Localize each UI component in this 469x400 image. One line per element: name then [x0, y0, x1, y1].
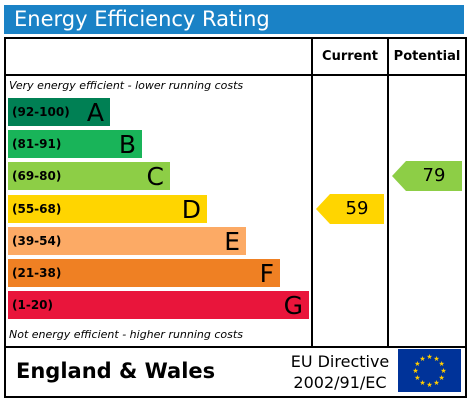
band-letter: F [259, 259, 274, 288]
eu-flag-star: ★ [438, 360, 444, 368]
potential-column-header: Potential [393, 49, 461, 64]
eu-flag-star: ★ [419, 379, 425, 387]
band-range-label: (92-100) [12, 105, 70, 119]
eu-flag-star: ★ [414, 374, 420, 382]
current-column-divider [311, 37, 313, 348]
header-divider [4, 74, 467, 76]
eu-flag-icon: ★ ★★★★★★★★★★★ [398, 349, 461, 392]
band-g: (1-20) G [8, 291, 309, 320]
eu-flag-star: ★ [414, 360, 420, 368]
band-f: (21-38) F [8, 259, 280, 288]
band-letter: B [118, 130, 136, 159]
eu-flag-star: ★ [419, 355, 425, 363]
eu-flag-star: ★ [440, 367, 446, 375]
top-note: Very energy efficient - lower running co… [9, 79, 244, 92]
band-range-label: (39-54) [12, 234, 62, 248]
band-a: (92-100) A [8, 98, 110, 127]
title-bar: Energy Efficiency Rating [4, 5, 464, 34]
current-rating-arrow-tip [316, 194, 330, 224]
eu-flag-background [398, 349, 461, 392]
band-d: (55-68) D [8, 195, 207, 224]
eu-flag-star: ★ [426, 381, 432, 389]
eu-flag-star: ★ [433, 355, 439, 363]
band-range-label: (21-38) [12, 266, 62, 280]
eu-directive-line1: EU Directive [290, 352, 390, 371]
band-range-label: (81-91) [12, 137, 62, 151]
region-label: England & Wales [16, 359, 216, 383]
potential-rating-value: 79 [406, 161, 462, 191]
band-letter: E [224, 227, 240, 256]
eu-directive: EU Directive 2002/91/EC [285, 351, 395, 393]
rating-frame [4, 37, 467, 348]
potential-rating-arrow: 79 [392, 161, 462, 191]
band-letter: D [181, 195, 201, 224]
band-range-label: (55-68) [12, 202, 62, 216]
eu-directive-line2: 2002/91/EC [293, 373, 387, 392]
band-letter: G [283, 291, 303, 320]
band-e: (39-54) E [8, 227, 246, 256]
footer [4, 346, 467, 398]
band-range-label: (69-80) [12, 169, 62, 183]
chart-title: Energy Efficiency Rating [14, 7, 270, 31]
current-rating-arrow: 59 [316, 194, 384, 224]
eu-flag-stars: ★ ★★★★★★★★★★★ [412, 353, 446, 389]
eu-flag-star: ★ [412, 367, 418, 375]
band-letter: A [86, 98, 104, 127]
potential-column-divider [387, 37, 389, 348]
band-c: (69-80) C [8, 162, 170, 191]
current-column-header: Current [322, 49, 378, 64]
band-b: (81-91) B [8, 130, 142, 159]
eu-flag-star: ★ [438, 374, 444, 382]
current-rating-value: 59 [330, 194, 384, 224]
potential-rating-arrow-tip [392, 161, 406, 191]
band-letter: C [146, 162, 164, 191]
eu-flag-star: ★ [433, 379, 439, 387]
band-range-label: (1-20) [12, 298, 53, 312]
bottom-note: Not energy efficient - higher running co… [9, 328, 243, 341]
eu-flag-star: ★ [426, 353, 432, 361]
